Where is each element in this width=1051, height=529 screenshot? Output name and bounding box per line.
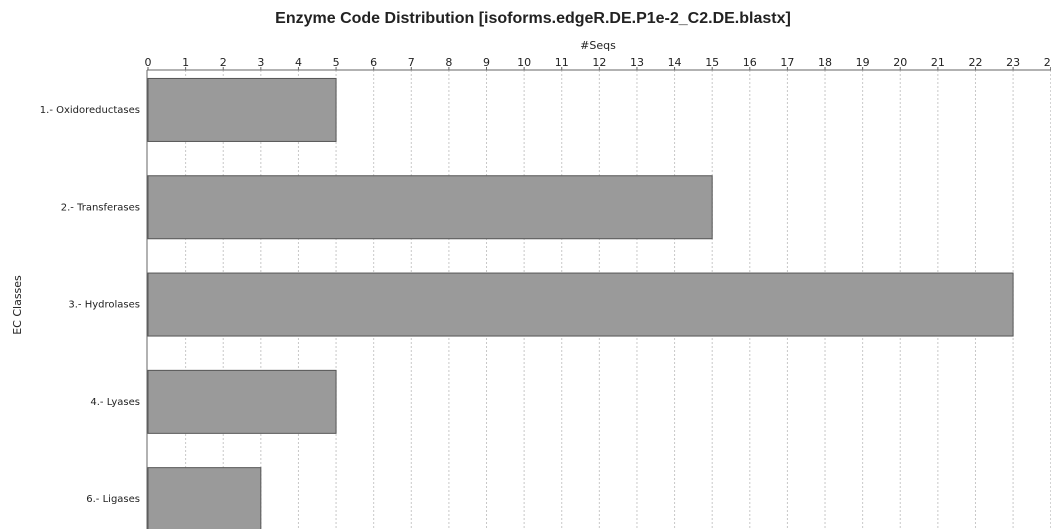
x-tick-label: 24 bbox=[1044, 56, 1051, 69]
x-tick-label: 16 bbox=[743, 56, 757, 69]
x-tick-label: 11 bbox=[555, 56, 569, 69]
y-tick-label: 6.- Ligases bbox=[86, 494, 140, 505]
y-tick-label: 4.- Lyases bbox=[90, 397, 140, 408]
x-tick-label: 14 bbox=[668, 56, 682, 69]
x-tick-label: 9 bbox=[483, 56, 490, 69]
y-tick-label: 3.- Hydrolases bbox=[68, 300, 140, 311]
x-tick-label: 12 bbox=[592, 56, 606, 69]
x-tick-label: 18 bbox=[818, 56, 832, 69]
x-tick-label: 2 bbox=[220, 56, 227, 69]
x-tick-label: 10 bbox=[517, 56, 531, 69]
x-tick-label: 4 bbox=[295, 56, 302, 69]
x-tick-label: 1 bbox=[182, 56, 189, 69]
bar bbox=[147, 467, 262, 529]
x-tick-label: 19 bbox=[856, 56, 870, 69]
x-tick-label: 13 bbox=[630, 56, 644, 69]
x-tick-label: 23 bbox=[1006, 56, 1020, 69]
x-tick-label: 3 bbox=[257, 56, 264, 69]
x-tick-label: 5 bbox=[333, 56, 340, 69]
bar bbox=[147, 369, 337, 434]
x-axis-label: #Seqs bbox=[580, 39, 616, 52]
x-tick-label: 22 bbox=[968, 56, 982, 69]
chart-title: Enzyme Code Distribution [isoforms.edgeR… bbox=[275, 10, 791, 27]
x-tick-label: 17 bbox=[780, 56, 794, 69]
x-tick-label: 8 bbox=[445, 56, 452, 69]
bar bbox=[147, 77, 337, 142]
x-tick-label: 15 bbox=[705, 56, 719, 69]
x-tick-label: 6 bbox=[370, 56, 377, 69]
x-tick-label: 0 bbox=[145, 56, 152, 69]
x-tick-label: 7 bbox=[408, 56, 415, 69]
x-tick-label: 20 bbox=[893, 56, 907, 69]
bar bbox=[147, 175, 713, 240]
x-tick-label: 21 bbox=[931, 56, 945, 69]
y-tick-label: 2.- Transferases bbox=[61, 202, 140, 213]
y-tick-label: 1.- Oxidoreductases bbox=[40, 105, 140, 116]
bar bbox=[147, 272, 1014, 337]
y-axis-label: EC Classes bbox=[11, 275, 24, 335]
